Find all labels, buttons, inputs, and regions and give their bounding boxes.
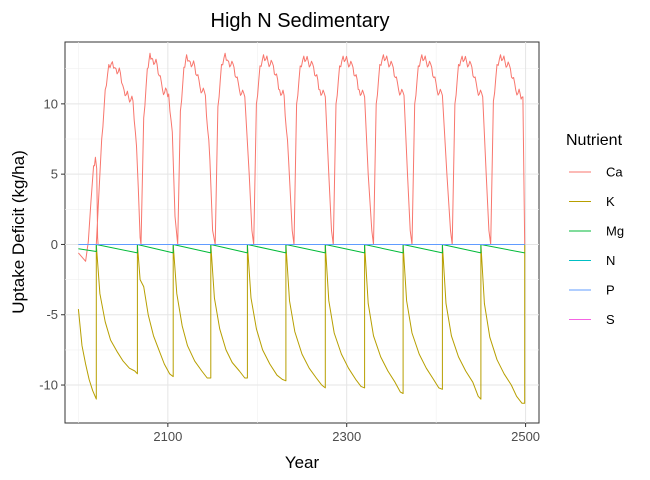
- series-line-ca: [78, 52, 526, 262]
- axis-ticks: 2100 2300 2500 -10 -5 0 5 10: [39, 96, 540, 444]
- y-tick-label: -5: [46, 307, 58, 322]
- x-axis-title: Year: [285, 453, 320, 472]
- legend: Nutrient Ca K Mg NPS: [566, 132, 624, 327]
- legend-label-p: P: [606, 283, 615, 298]
- legend-title: Nutrient: [566, 132, 623, 149]
- series-lines: [77, 52, 526, 404]
- x-tick-label: 2300: [332, 429, 361, 444]
- legend-label-mg: Mg: [606, 224, 624, 239]
- y-tick-label: 5: [51, 167, 58, 182]
- x-tick-label: 2500: [511, 429, 540, 444]
- y-tick-label: -10: [39, 378, 58, 393]
- y-tick-label: 10: [44, 96, 58, 111]
- legend-label-k: K: [606, 194, 615, 209]
- series-line-k: [77, 244, 526, 404]
- plot-panel: [64, 41, 540, 424]
- y-tick-label: 0: [51, 237, 58, 252]
- y-axis-title: Uptake Deficit (kg/ha): [9, 150, 28, 313]
- x-tick-label: 2100: [153, 429, 182, 444]
- legend-label-n: N: [606, 253, 615, 268]
- chart-title: High N Sedimentary: [211, 10, 390, 32]
- series-line-mg: [78, 244, 525, 254]
- legend-label-ca: Ca: [606, 165, 623, 180]
- legend-label-s: S: [606, 312, 615, 327]
